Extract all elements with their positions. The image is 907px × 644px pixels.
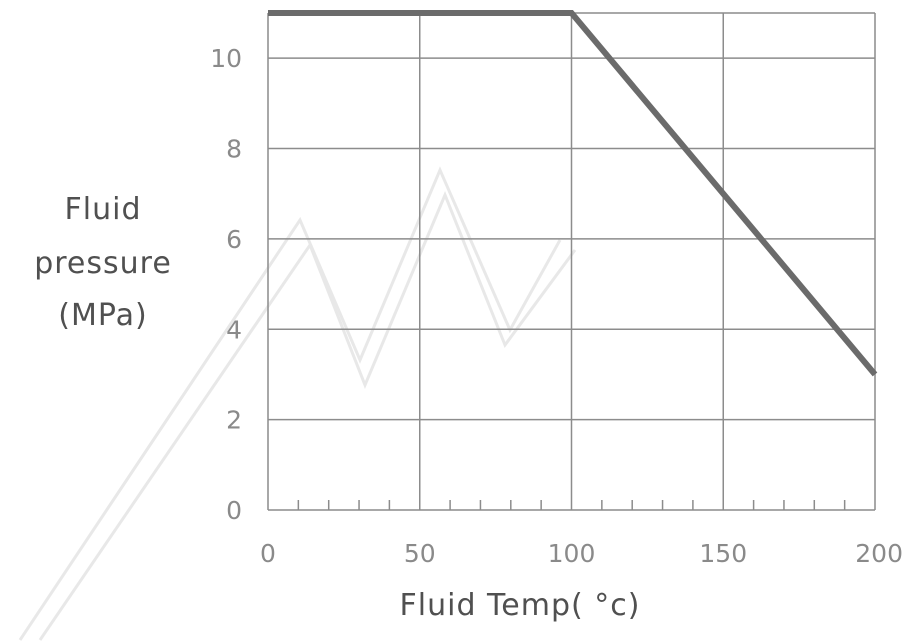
x-tick-labels: 0 50 100 150 200 [260,539,903,568]
y-axis-label-line-1: Fluid [64,192,142,227]
y-tick-labels: 0 2 4 6 8 10 [210,44,242,525]
x-tick-label-0: 0 [260,539,276,568]
y-axis-label-line-2: pressure [34,246,172,281]
x-tick-label-200: 200 [855,539,903,568]
y-tick-label-10: 10 [210,44,242,73]
series-line-0 [268,10,878,377]
x-tick-label-50: 50 [404,539,436,568]
y-tick-label-4: 4 [226,315,242,344]
x-minor-ticks [297,500,846,510]
x-axis-label: Fluid Temp( °c) [399,588,641,623]
y-tick-label-6: 6 [226,225,242,254]
x-tick-label-100: 100 [548,539,596,568]
series-group [268,10,878,377]
x-tick-label-150: 150 [699,539,747,568]
y-tick-label-8: 8 [226,135,242,164]
y-axis-label-line-3: (MPa) [58,298,148,333]
y-tick-label-0: 0 [226,496,242,525]
watermark-logo [18,166,577,641]
y-tick-label-2: 2 [226,406,242,435]
